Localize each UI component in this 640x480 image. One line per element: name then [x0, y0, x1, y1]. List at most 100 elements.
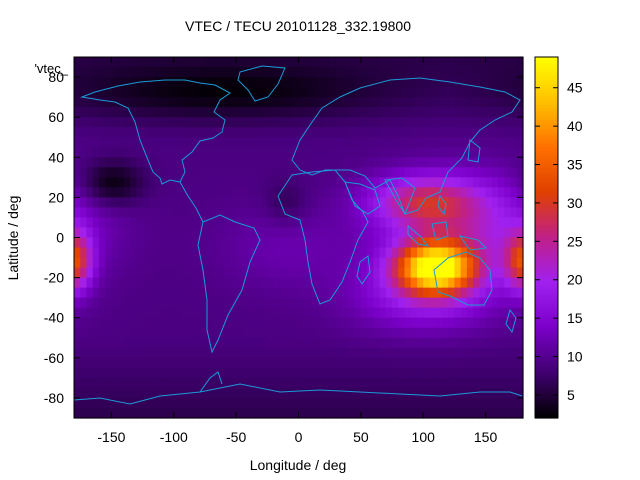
heatmap-cell — [335, 337, 343, 349]
heatmap-cell — [416, 227, 424, 239]
heatmap-cell — [360, 237, 368, 249]
heatmap-cell — [329, 187, 337, 198]
heatmap-cell — [310, 347, 318, 359]
heatmap-cell — [498, 107, 505, 118]
heatmap-cell — [286, 327, 293, 339]
heatmap-cell — [448, 357, 456, 369]
heatmap-cell — [217, 397, 225, 409]
heatmap-cell — [348, 197, 356, 209]
heatmap-cell — [385, 287, 393, 299]
colorbar-segment — [535, 192, 558, 196]
heatmap-cell — [236, 177, 243, 188]
heatmap-cell — [385, 97, 393, 108]
heatmap-cell — [279, 97, 287, 108]
heatmap-cell — [398, 177, 406, 188]
heatmap-cell — [286, 277, 293, 289]
heatmap-cell — [111, 137, 119, 148]
heatmap-cell — [448, 107, 456, 118]
heatmap-cell — [429, 107, 437, 118]
heatmap-cell — [385, 247, 393, 259]
heatmap-cell — [211, 217, 219, 229]
heatmap-cell — [186, 287, 194, 299]
heatmap-cell — [510, 127, 518, 138]
heatmap-cell — [466, 247, 474, 259]
heatmap-cell — [460, 187, 468, 198]
heatmap-cell — [248, 167, 256, 178]
heatmap-cell — [441, 137, 449, 148]
heatmap-cell — [379, 127, 387, 138]
heatmap-cell — [217, 207, 225, 219]
colorbar-segment — [535, 132, 558, 136]
heatmap-cell — [416, 297, 424, 309]
heatmap-cell — [373, 277, 381, 289]
heatmap-cell — [236, 267, 243, 279]
heatmap-cell — [117, 107, 125, 118]
heatmap-cell — [273, 127, 281, 138]
heatmap-cell — [111, 77, 119, 88]
heatmap-cell — [504, 277, 512, 289]
heatmap-cell — [167, 347, 175, 359]
colorbar-segment — [535, 255, 558, 260]
heatmap-cell — [98, 77, 106, 88]
heatmap-cell — [98, 97, 106, 108]
heatmap-cell — [510, 297, 518, 309]
heatmap-cell — [123, 367, 131, 379]
heatmap-cell — [211, 67, 219, 78]
heatmap-cell — [167, 147, 175, 158]
heatmap-cell — [242, 267, 250, 279]
colorbar-tick-label: 30 — [567, 195, 583, 211]
heatmap-cell — [354, 257, 362, 269]
heatmap-cell — [354, 197, 362, 209]
heatmap-cell — [223, 337, 231, 349]
heatmap-cell — [491, 107, 499, 118]
heatmap-cell — [498, 287, 505, 299]
heatmap-cell — [148, 317, 156, 329]
heatmap-cell — [180, 107, 187, 118]
heatmap-cell — [479, 377, 487, 389]
heatmap-cell — [111, 217, 119, 229]
heatmap-cell — [161, 307, 169, 319]
heatmap-cell — [155, 367, 162, 379]
heatmap-cell — [429, 237, 437, 249]
heatmap-cell — [186, 137, 194, 148]
heatmap-cell — [516, 217, 524, 229]
heatmap-cell — [516, 267, 524, 279]
heatmap-cell — [323, 57, 331, 68]
heatmap-cell — [142, 337, 150, 349]
heatmap-cell — [510, 107, 518, 118]
heatmap-cell — [429, 57, 437, 68]
colorbar-segment — [535, 63, 558, 67]
heatmap-cell — [304, 307, 312, 319]
heatmap-cell — [504, 107, 512, 118]
heatmap-cell — [192, 237, 200, 249]
heatmap-cell — [236, 407, 243, 419]
heatmap-cell — [423, 217, 431, 229]
heatmap-cell — [398, 257, 406, 269]
heatmap-cell — [460, 237, 468, 249]
heatmap-cell — [454, 167, 462, 178]
heatmap-cell — [173, 157, 181, 168]
heatmap-cell — [460, 347, 468, 359]
heatmap-cell — [385, 127, 393, 138]
heatmap-cell — [410, 157, 418, 168]
heatmap-cell — [267, 357, 275, 369]
heatmap-cell — [329, 67, 337, 78]
heatmap-cell — [217, 337, 225, 349]
heatmap-cell — [279, 327, 287, 339]
colorbar-segment — [535, 354, 558, 359]
heatmap-cell — [98, 287, 106, 299]
heatmap-cell — [454, 277, 462, 289]
heatmap-cell — [204, 117, 212, 128]
heatmap-cell — [155, 197, 162, 209]
heatmap-cell — [491, 67, 499, 78]
heatmap-cell — [123, 257, 131, 269]
heatmap-cell — [261, 197, 268, 209]
heatmap-cell — [466, 167, 474, 178]
heatmap-cell — [267, 207, 275, 219]
heatmap-cell — [254, 97, 262, 108]
heatmap-cell — [292, 137, 300, 148]
heatmap-cell — [360, 217, 368, 229]
heatmap-cell — [173, 337, 181, 349]
heatmap-cell — [273, 337, 281, 349]
heatmap-cell — [223, 187, 231, 198]
